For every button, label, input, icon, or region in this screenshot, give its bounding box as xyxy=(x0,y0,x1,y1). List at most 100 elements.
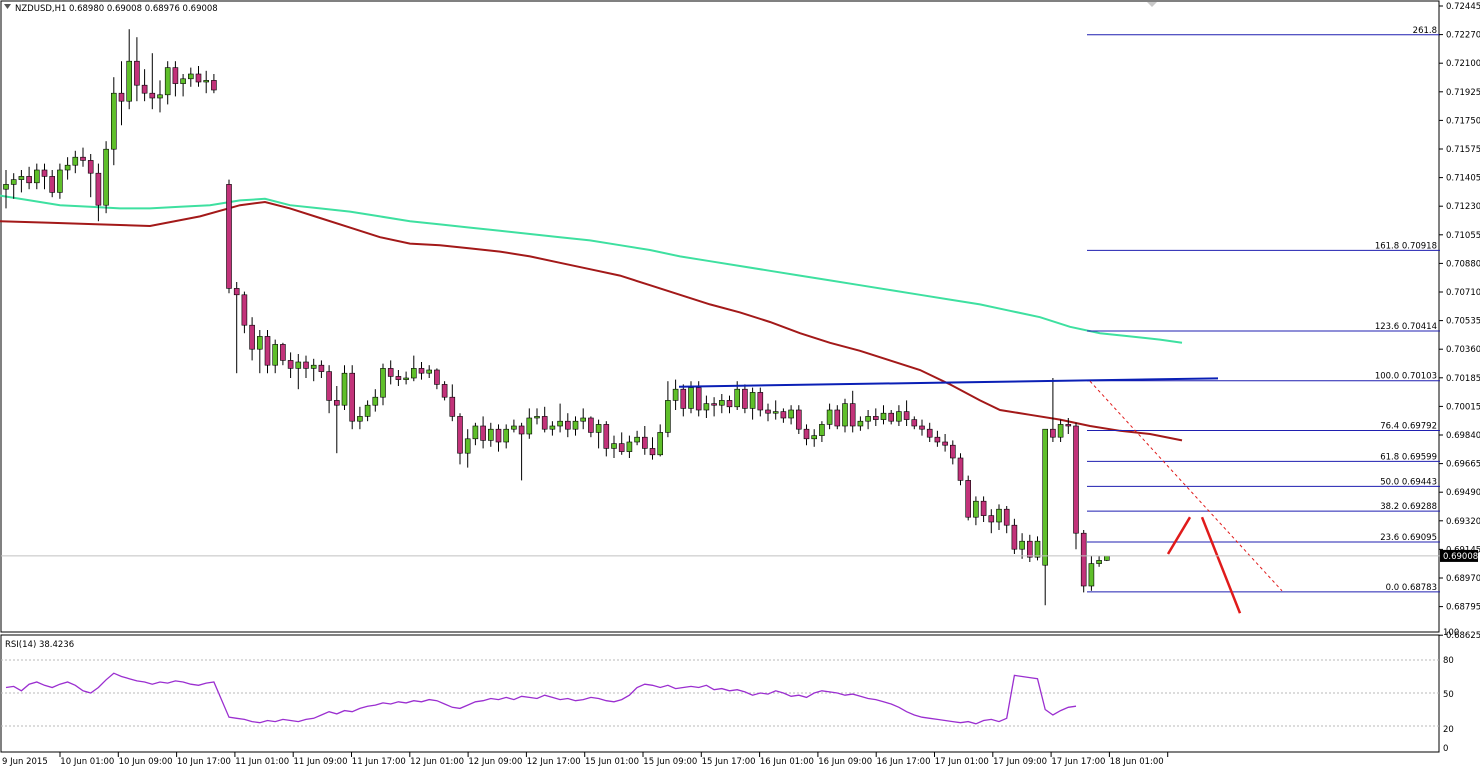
candle-body xyxy=(703,403,710,411)
time-tick-label: 10 Jun 09:00 xyxy=(119,757,173,767)
candle xyxy=(287,352,294,378)
candle-body xyxy=(95,172,102,206)
candle xyxy=(541,406,548,433)
candle xyxy=(526,408,533,439)
candle xyxy=(557,403,563,433)
candle-body xyxy=(341,372,348,406)
candle-body xyxy=(742,388,748,409)
candle-body xyxy=(372,396,379,406)
candle xyxy=(872,408,879,426)
candle xyxy=(919,419,925,436)
candle-body xyxy=(441,384,448,398)
candle xyxy=(495,424,502,452)
price-axis: 0.72445 0.72270 0.72100 0.71925 0.71750 0.715… xyxy=(1439,2,1480,641)
candle xyxy=(518,422,525,481)
candle xyxy=(896,405,902,426)
price-tick-label: 0.72100 xyxy=(1446,59,1480,69)
candle xyxy=(726,395,733,414)
candle xyxy=(380,363,386,406)
candle xyxy=(387,360,394,385)
candle-body xyxy=(134,60,140,86)
candle xyxy=(665,381,671,438)
candle xyxy=(310,358,317,382)
candle-body xyxy=(665,400,671,433)
candle xyxy=(580,408,587,430)
candle-body xyxy=(57,169,63,193)
candle xyxy=(26,166,32,190)
candle-body xyxy=(211,80,217,91)
candle-body xyxy=(780,411,787,419)
candle-body xyxy=(249,324,255,350)
candle-body xyxy=(434,369,440,385)
candle-body xyxy=(980,500,987,516)
candle-body xyxy=(449,396,456,417)
time-tick-label: 16 Jun 17:00 xyxy=(877,757,931,767)
rsi-level-0: 0 xyxy=(1443,744,1448,754)
candle-body xyxy=(834,409,841,427)
candle xyxy=(749,387,756,420)
price-tick-label: 0.69665 xyxy=(1446,460,1480,470)
candle-body xyxy=(41,169,48,177)
candle-body xyxy=(903,411,910,420)
fib-level-label: 23.6 0.69095 xyxy=(1380,533,1437,543)
candle-body xyxy=(180,78,186,84)
annotations xyxy=(1,377,1440,614)
candle-body xyxy=(318,364,325,372)
symbol-label: NZDUSD,H1 xyxy=(15,4,66,14)
candle xyxy=(134,37,140,102)
candle xyxy=(1011,518,1018,554)
candle-body xyxy=(626,441,633,452)
candle xyxy=(949,440,956,465)
candle-body xyxy=(634,436,640,443)
candle xyxy=(226,179,232,294)
candle-body xyxy=(888,412,895,422)
sma-green-line xyxy=(0,194,1183,344)
candle-body xyxy=(572,420,579,430)
price-tick-label: 0.70185 xyxy=(1446,374,1480,384)
candle xyxy=(511,419,517,433)
candle xyxy=(973,496,979,526)
projection-up-stroke xyxy=(1166,516,1192,555)
candle xyxy=(765,403,771,422)
candle-body xyxy=(195,73,202,83)
candle-body xyxy=(72,156,79,166)
price-tick-label: 0.71750 xyxy=(1446,116,1480,126)
candle-body xyxy=(33,169,40,184)
candle-body xyxy=(172,67,179,84)
candle xyxy=(849,390,856,433)
candle xyxy=(595,419,602,449)
candle xyxy=(41,163,48,190)
candle xyxy=(172,61,179,97)
candle xyxy=(811,429,818,447)
candle xyxy=(118,61,125,126)
candle-body xyxy=(772,411,779,414)
candle-body xyxy=(303,361,309,369)
projection-down-stroke xyxy=(1200,516,1242,614)
candle xyxy=(188,67,194,87)
candle xyxy=(942,434,948,452)
candle xyxy=(72,150,79,174)
candle xyxy=(157,80,163,113)
candle-body xyxy=(464,438,471,454)
candle xyxy=(349,365,356,430)
candle-body xyxy=(18,176,25,180)
candle xyxy=(711,397,717,417)
candle xyxy=(357,406,363,430)
dropdown-icon[interactable] xyxy=(4,4,11,9)
candle xyxy=(888,410,895,425)
candle-body xyxy=(503,428,510,443)
candle-body xyxy=(826,409,833,425)
candle xyxy=(318,360,325,378)
candle-body xyxy=(919,425,925,430)
price-tick-label: 0.72445 xyxy=(1446,2,1480,12)
candle xyxy=(757,387,764,417)
candle-body xyxy=(333,400,340,406)
candle-body xyxy=(564,420,571,430)
candle-body xyxy=(418,368,425,374)
candle xyxy=(464,429,471,468)
candle-body xyxy=(765,409,771,414)
candle xyxy=(80,147,86,167)
candle-body xyxy=(588,417,594,433)
candle-body xyxy=(103,148,109,206)
candle xyxy=(795,405,802,434)
